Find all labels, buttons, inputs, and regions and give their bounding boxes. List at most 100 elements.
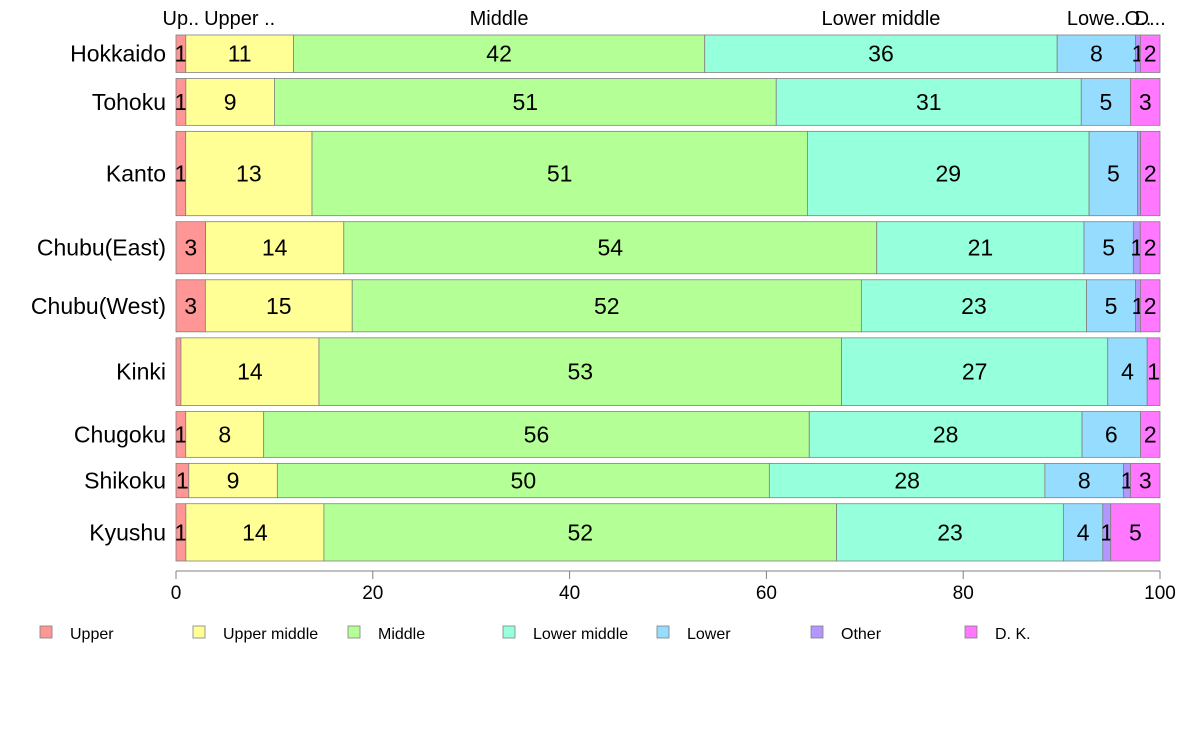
data-label-kinki-d-k: 1	[1147, 359, 1160, 385]
legend-label-middle: Middle	[378, 626, 425, 643]
legend-swatch-lower-middle	[502, 625, 516, 639]
top-label-middle: Middle	[470, 8, 529, 30]
category-label-kanto: Kanto	[106, 161, 166, 187]
bar-segment-shikoku-d-k	[1130, 462, 1161, 499]
data-label-chubu-west-middle: 52	[594, 293, 620, 319]
data-label-kyushu-other: 1	[1100, 519, 1113, 545]
category-label-chubu-east: Chubu(East)	[37, 235, 166, 261]
top-label-upper-middle: Upper ..	[204, 8, 275, 30]
data-label-chugoku-upper: 1	[174, 421, 187, 447]
bar-segment-kinki-upper	[175, 337, 182, 406]
data-label-kyushu-lower: 4	[1077, 519, 1090, 545]
data-label-hokkaido-middle: 42	[486, 41, 512, 67]
top-label-other: O..	[1125, 8, 1152, 30]
x-tick-label-20: 20	[362, 583, 383, 604]
bar-row-kyushu: 1 14 52 23 4 1 5	[175, 503, 1161, 562]
data-label-kanto-lower: 5	[1107, 161, 1120, 187]
bar-segment-kinki-d-k	[1146, 337, 1161, 406]
data-label-chubu-west-lower-middle: 23	[961, 293, 987, 319]
legend-item-lower: Lower	[656, 625, 731, 643]
data-label-chugoku-lower: 6	[1105, 421, 1118, 447]
x-axis: 0 20 40 60 80 100	[171, 570, 1176, 604]
legend-swatch-upper	[39, 625, 53, 639]
data-label-kinki-middle: 53	[567, 359, 593, 385]
region-labels: Hokkaido Tohoku Kanto Chubu(East) Chubu(West…	[31, 41, 166, 546]
data-label-tohoku-lower: 5	[1099, 89, 1112, 115]
data-label-chubu-west-upper: 3	[184, 293, 197, 319]
bar-segment-chubu-west-upper-middle	[204, 279, 353, 333]
bar-row-kanto: 1 13 51 29 5 2	[174, 130, 1161, 217]
legend-swatch-lower	[656, 625, 670, 639]
legend-item-other: Other	[810, 625, 882, 643]
top-label-lower-middle: Lower middle	[821, 8, 940, 30]
category-label-kinki: Kinki	[116, 359, 166, 385]
category-label-chugoku: Chugoku	[74, 421, 166, 447]
bar-segment-kinki-lower	[1107, 337, 1148, 406]
legend-swatch-d-k	[964, 625, 978, 639]
category-label-chubu-west: Chubu(West)	[31, 293, 166, 319]
data-label-shikoku-upper-middle: 9	[227, 468, 240, 494]
bar-segment-chubu-west-upper	[175, 279, 206, 333]
data-label-tohoku-upper: 1	[175, 89, 188, 115]
data-label-kinki-upper-middle: 14	[237, 359, 263, 385]
data-label-hokkaido-upper: 1	[174, 41, 187, 67]
bar-segment-chubu-west-d-k	[1140, 279, 1161, 333]
data-label-kanto-upper: 1	[174, 161, 187, 187]
bar-segment-kanto-d-k	[1140, 130, 1161, 217]
legend-swatch-upper-middle	[192, 625, 206, 639]
data-label-chugoku-d-k: 2	[1144, 421, 1157, 447]
bar-segment-shikoku-lower-middle	[768, 462, 1046, 499]
data-label-hokkaido-upper-middle: 11	[228, 41, 252, 67]
category-label-shikoku: Shikoku	[84, 468, 166, 494]
bar-segment-kyushu-middle	[323, 503, 838, 562]
data-label-chugoku-upper-middle: 8	[218, 421, 231, 447]
data-label-kanto-upper-middle: 13	[236, 161, 262, 187]
bar-segment-hokkaido-upper-middle	[185, 34, 294, 73]
data-label-shikoku-lower-middle: 28	[894, 468, 920, 494]
data-label-chubu-east-d-k: 2	[1144, 235, 1157, 261]
bar-segment-chubu-east-upper-middle	[205, 221, 345, 275]
top-label-lower: Lowe..	[1067, 8, 1126, 30]
legend-item-upper: Upper	[39, 625, 114, 643]
legend-swatch-middle	[347, 625, 361, 639]
bars: 1 11 42 36 8 1 21 9 51 31 5 31 13 51 29 5 23 14 54 21 5 1 23 15…	[174, 34, 1161, 562]
data-label-chubu-east-lower-middle: 21	[968, 235, 994, 261]
data-label-shikoku-lower: 8	[1078, 468, 1091, 494]
bar-segment-hokkaido-lower-middle	[704, 34, 1058, 73]
x-tick-label-100: 100	[1144, 583, 1176, 604]
bar-segment-chubu-west-lower	[1086, 279, 1136, 333]
data-label-kanto-middle: 51	[547, 161, 573, 187]
data-label-shikoku-upper: 1	[176, 468, 189, 494]
legend-label-other: Other	[841, 626, 882, 643]
legend-label-upper-middle: Upper middle	[223, 626, 318, 643]
bar-segment-hokkaido-d-k	[1140, 34, 1161, 73]
bar-segment-kanto-upper-middle	[185, 130, 313, 217]
bar-segment-kanto-middle	[311, 130, 808, 217]
bar-segment-tohoku-lower-middle	[775, 78, 1082, 126]
x-tick-label-80: 80	[953, 583, 974, 604]
bar-segment-chugoku-lower-middle	[808, 411, 1083, 458]
data-label-shikoku-d-k: 3	[1139, 468, 1152, 494]
x-tick-label-0: 0	[171, 583, 182, 604]
bar-segment-kyushu-lower	[1062, 503, 1104, 562]
bar-segment-chugoku-upper-middle	[185, 411, 265, 458]
data-label-chugoku-lower-middle: 28	[933, 421, 959, 447]
category-label-kyushu: Kyushu	[89, 519, 166, 545]
data-label-kyushu-upper: 1	[175, 519, 188, 545]
legend: Upper Upper middle Middle Lower middle Lower…	[39, 625, 1031, 643]
bar-row-shikoku: 1 9 50 28 8 1 3	[175, 462, 1161, 499]
bar-segment-tohoku-lower	[1080, 78, 1131, 126]
data-label-kanto-lower-middle: 29	[935, 161, 961, 187]
data-label-kanto-d-k: 2	[1144, 161, 1157, 187]
data-label-kinki-lower-middle: 27	[962, 359, 988, 385]
data-label-chubu-east-middle: 54	[597, 235, 623, 261]
bar-row-tohoku: 1 9 51 31 5 3	[175, 78, 1161, 126]
bar-segment-kanto-lower-middle	[806, 130, 1090, 217]
data-label-tohoku-upper-middle: 9	[224, 89, 237, 115]
category-label-tohoku: Tohoku	[92, 89, 166, 115]
legend-item-middle: Middle	[347, 625, 425, 643]
legend-label-lower-middle: Lower middle	[533, 626, 628, 643]
data-label-chubu-west-lower: 5	[1105, 293, 1118, 319]
bar-segment-kyushu-upper-middle	[185, 503, 325, 562]
bar-segment-shikoku-lower	[1044, 462, 1124, 499]
